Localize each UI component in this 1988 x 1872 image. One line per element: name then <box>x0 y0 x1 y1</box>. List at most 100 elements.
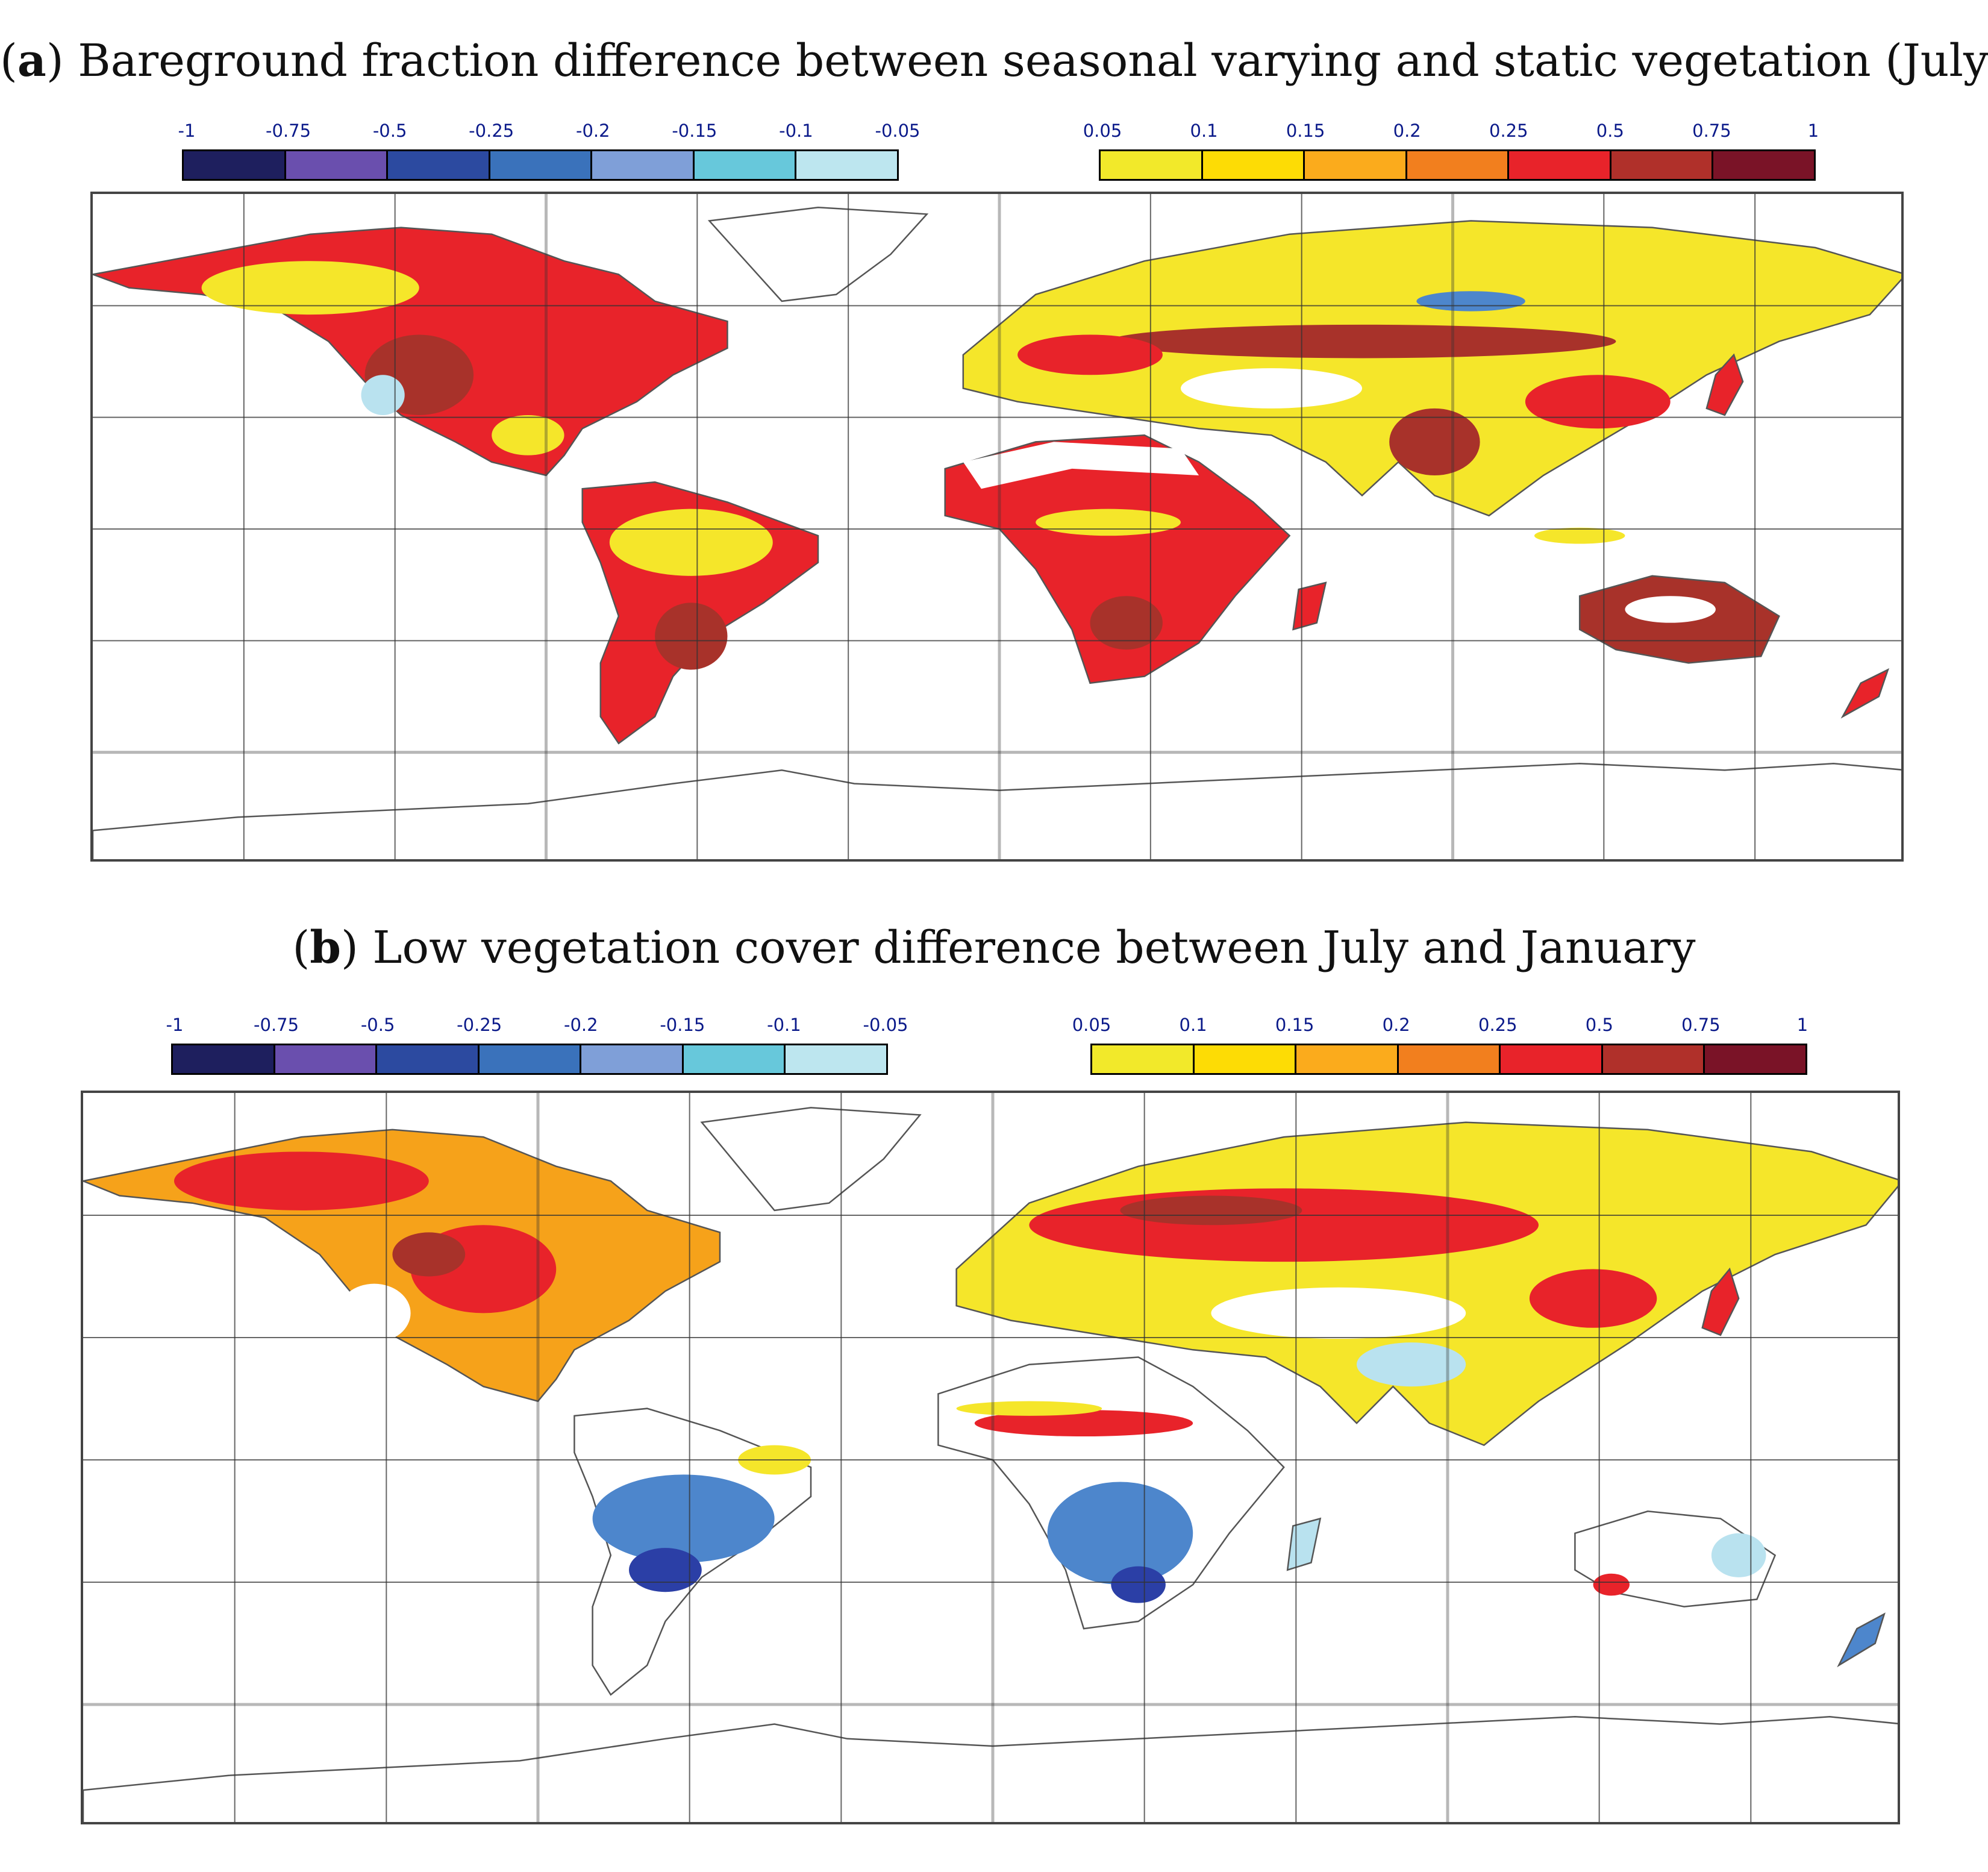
central-asia-white <box>1211 1287 1466 1339</box>
b-pos-tick-label: 0.25 <box>1478 1015 1518 1035</box>
sahel-yellow <box>956 1401 1102 1416</box>
a-neg-tick-label: -1 <box>178 121 196 141</box>
b-neg-tick-label: -0.2 <box>563 1015 598 1035</box>
b-neg-swatch-5 <box>683 1045 786 1073</box>
a-pos-swatch-5 <box>1611 151 1714 179</box>
eurasia-dark <box>1120 1195 1302 1226</box>
graticule <box>93 194 1901 859</box>
a-neg-tick-label: -0.75 <box>266 121 311 141</box>
panel-a-map-graphic <box>93 194 1901 859</box>
europe <box>1017 334 1163 375</box>
a-neg-swatch-1 <box>286 151 389 179</box>
panel-a-map <box>90 192 1904 862</box>
a-pos-swatch-3 <box>1407 151 1510 179</box>
eurasia-band <box>1108 324 1616 358</box>
panel-a-label: a <box>17 35 46 87</box>
b-neg-swatch-0 <box>173 1045 275 1073</box>
a-pos-swatch-0 <box>1101 151 1203 179</box>
a-neg-swatch-2 <box>388 151 490 179</box>
panel-a-positive-colorbar <box>1099 149 1816 181</box>
b-pos-tick-label: 0.15 <box>1275 1015 1314 1035</box>
a-pos-swatch-2 <box>1305 151 1407 179</box>
panel-b-map <box>81 1091 1900 1824</box>
new-zealand <box>1840 668 1890 719</box>
b-pos-swatch-0 <box>1092 1045 1195 1073</box>
sahel-red <box>974 1410 1193 1437</box>
na-basin <box>361 375 405 415</box>
b-pos-swatch-3 <box>1398 1045 1501 1073</box>
china <box>1525 375 1671 429</box>
na-west-white <box>337 1283 411 1343</box>
japan <box>1701 1267 1740 1336</box>
b-pos-swatch-5 <box>1602 1045 1705 1073</box>
b-pos-swatch-1 <box>1194 1045 1297 1073</box>
a-neg-tick-label: -0.5 <box>372 121 407 141</box>
australia-interior <box>1625 596 1716 623</box>
b-neg-swatch-6 <box>786 1045 887 1073</box>
japan <box>1705 353 1744 416</box>
a-pos-tick-label: 0.25 <box>1489 121 1528 141</box>
b-neg-tick-label: -0.1 <box>767 1015 801 1035</box>
antarctica-outline <box>93 762 1901 859</box>
b-neg-swatch-3 <box>479 1045 582 1073</box>
china-red <box>1529 1269 1657 1328</box>
b-pos-tick-label: 0.05 <box>1072 1015 1111 1035</box>
sa-amazon <box>609 509 773 576</box>
a-neg-swatch-0 <box>184 151 286 179</box>
b-pos-tick-label: 0.75 <box>1681 1015 1721 1035</box>
b-neg-tick-label: -1 <box>166 1015 184 1035</box>
panel-b-title: (b) Low vegetation cover difference betw… <box>292 922 1696 974</box>
b-neg-tick-label: -0.5 <box>360 1015 395 1035</box>
a-neg-tick-label: -0.1 <box>779 121 813 141</box>
australia-east <box>1711 1533 1766 1577</box>
madagascar <box>1292 581 1327 631</box>
indonesia <box>1534 527 1625 544</box>
b-neg-tick-label: -0.15 <box>660 1015 705 1035</box>
b-pos-tick-label: 0.1 <box>1179 1015 1207 1035</box>
south-africa-dark <box>1111 1566 1166 1603</box>
graticule <box>83 1093 1898 1822</box>
eurasia-red <box>1029 1188 1539 1262</box>
b-neg-swatch-4 <box>581 1045 684 1073</box>
siberia-blue <box>1416 291 1525 311</box>
a-neg-tick-label: -0.05 <box>875 121 921 141</box>
south-africa-blue <box>1047 1482 1193 1585</box>
greenland-outline <box>700 1107 922 1212</box>
africa-sahel <box>1036 509 1181 536</box>
na-arctic-yellow <box>201 261 419 315</box>
b-pos-tick-label: 1 <box>1796 1015 1808 1035</box>
a-pos-tick-label: 0.1 <box>1190 121 1218 141</box>
australia-sw <box>1593 1573 1630 1596</box>
a-neg-tick-label: -0.15 <box>672 121 717 141</box>
greenland-outline <box>707 206 929 302</box>
panel-a-pos-ticks: 0.05 0.1 0.15 0.2 0.25 0.5 0.75 1 <box>1083 121 1819 142</box>
sa-pampas <box>655 603 728 670</box>
panel-b-negative-colorbar <box>171 1044 888 1075</box>
a-neg-swatch-5 <box>694 151 797 179</box>
panel-a-negative-colorbar <box>182 149 899 181</box>
a-pos-swatch-6 <box>1713 151 1815 179</box>
a-pos-tick-label: 0.2 <box>1393 121 1421 141</box>
panel-a-title: (a) Bareground fraction difference betwe… <box>0 35 1988 87</box>
africa <box>944 434 1291 684</box>
africa-south <box>1090 596 1163 650</box>
b-pos-swatch-4 <box>1501 1045 1603 1073</box>
new-zealand <box>1837 1612 1886 1668</box>
a-pos-tick-label: 0.15 <box>1286 121 1325 141</box>
sa-blue <box>592 1474 775 1563</box>
india <box>1389 408 1480 476</box>
panel-b-map-graphic <box>83 1093 1898 1822</box>
na-prairie <box>392 1232 466 1277</box>
panel-b-positive-colorbar <box>1090 1044 1807 1075</box>
eurasia <box>962 220 1901 517</box>
a-pos-tick-label: 1 <box>1807 121 1819 141</box>
a-neg-tick-label: -0.2 <box>575 121 610 141</box>
b-neg-tick-label: -0.75 <box>254 1015 299 1035</box>
b-pos-tick-label: 0.5 <box>1585 1015 1613 1035</box>
central-asia-white <box>1181 368 1362 409</box>
b-neg-swatch-1 <box>275 1045 378 1073</box>
panel-a-neg-ticks: -1 -0.75 -0.5 -0.25 -0.2 -0.15 -0.1 -0.05 <box>178 121 921 142</box>
b-pos-tick-label: 0.2 <box>1382 1015 1410 1035</box>
a-neg-tick-label: -0.25 <box>469 121 514 141</box>
b-pos-swatch-2 <box>1296 1045 1399 1073</box>
